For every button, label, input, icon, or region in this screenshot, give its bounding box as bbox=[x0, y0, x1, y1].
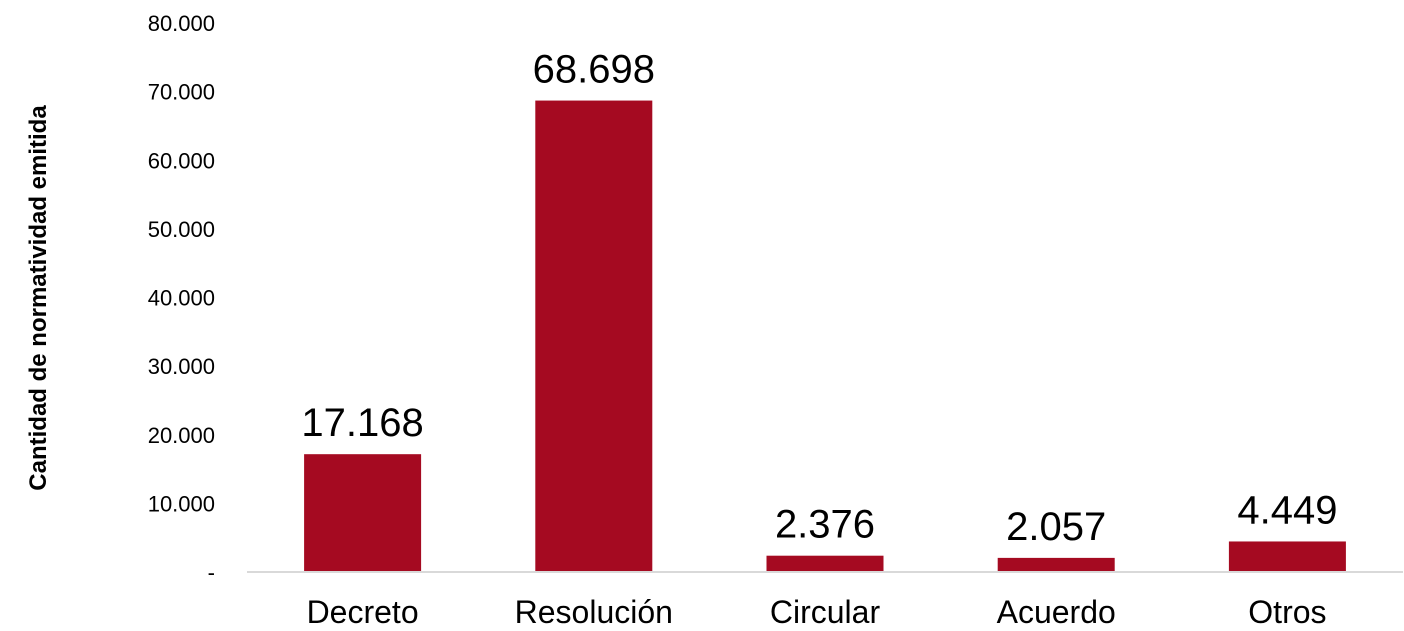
y-tick-label: 80.000 bbox=[148, 11, 215, 36]
x-axis-labels: Decreto Resolución Circular Acuerdo Otros bbox=[307, 594, 1327, 630]
bar bbox=[1228, 541, 1346, 572]
y-tick-label: 60.000 bbox=[148, 148, 215, 173]
y-tick-label: - bbox=[208, 560, 215, 585]
data-label: 17.168 bbox=[301, 401, 423, 445]
data-label: 4.449 bbox=[1237, 488, 1337, 532]
bar bbox=[766, 555, 884, 572]
x-category-label: Acuerdo bbox=[997, 594, 1116, 630]
y-tick-label: 10.000 bbox=[148, 491, 215, 516]
data-label: 2.376 bbox=[775, 503, 875, 547]
data-label: 68.698 bbox=[533, 48, 655, 92]
y-tick-label: 40.000 bbox=[148, 286, 215, 311]
bar bbox=[997, 557, 1115, 572]
data-labels: 17.168 68.698 2.376 2.057 4.449 bbox=[301, 48, 1337, 549]
y-tick-label: 50.000 bbox=[148, 217, 215, 242]
bar bbox=[304, 454, 422, 572]
y-axis-ticks: - 10.000 20.000 30.000 40.000 50.000 60.000 70.… bbox=[148, 11, 215, 585]
data-label: 2.057 bbox=[1006, 505, 1106, 549]
bar bbox=[535, 100, 653, 573]
x-category-label: Resolución bbox=[515, 594, 673, 630]
y-axis-title: Cantidad de normatividad emitida bbox=[25, 105, 52, 491]
y-tick-label: 70.000 bbox=[148, 80, 215, 105]
x-category-label: Otros bbox=[1248, 594, 1326, 630]
bars bbox=[304, 100, 1346, 573]
x-category-label: Decreto bbox=[307, 594, 419, 630]
y-tick-label: 20.000 bbox=[148, 423, 215, 448]
y-tick-label: 30.000 bbox=[148, 354, 215, 379]
x-category-label: Circular bbox=[770, 594, 881, 630]
